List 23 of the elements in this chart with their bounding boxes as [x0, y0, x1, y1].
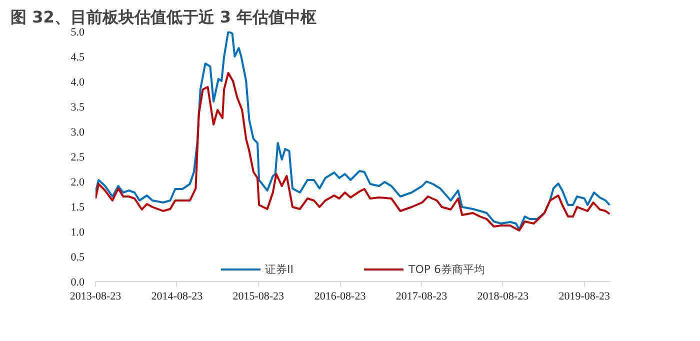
x-tick-label: 2016-08-23 [314, 290, 366, 302]
y-tick-label: 4.5 [70, 52, 85, 64]
x-tick-label: 2018-08-23 [477, 290, 530, 302]
y-tick-label: 0.0 [70, 276, 85, 288]
chart-title: 图 32、目前板块估值低于近 3 年估值中枢 [10, 8, 317, 26]
x-tick-label: 2017-08-23 [396, 290, 448, 302]
y-tick-label: 2.0 [70, 176, 85, 188]
legend-label: TOP 6券商平均 [408, 262, 486, 276]
y-tick-label: 5.0 [70, 26, 85, 38]
y-tick-label: 3.5 [70, 102, 85, 114]
y-tick-label: 4.0 [70, 76, 85, 88]
y-tick-label: 1.5 [70, 202, 85, 214]
line-series [96, 32, 610, 230]
y-tick-label: 3.0 [70, 126, 85, 138]
y-tick-label: 0.5 [70, 252, 85, 264]
x-tick-label: 2013-08-23 [70, 290, 122, 302]
y-tick-label: 2.5 [70, 152, 85, 164]
y-tick-label: 1.0 [70, 226, 85, 238]
line-series [96, 72, 610, 232]
legend-label: 证券II [264, 262, 294, 276]
x-tick-label: 2019-08-23 [558, 290, 611, 302]
x-tick-label: 2015-08-23 [232, 290, 285, 302]
x-tick-label: 2014-08-23 [151, 290, 204, 302]
